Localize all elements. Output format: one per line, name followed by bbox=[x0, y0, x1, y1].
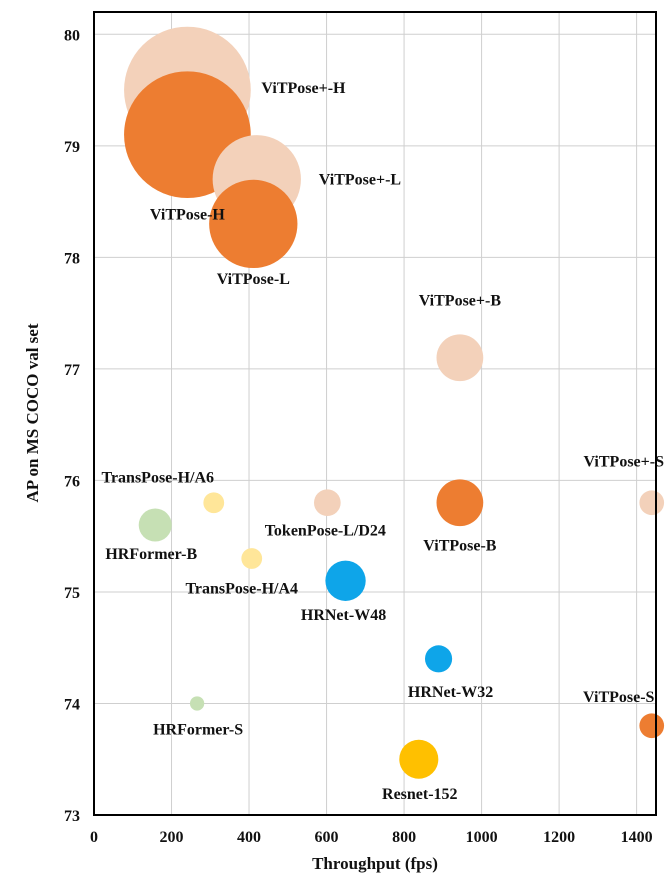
x-tick-label: 1200 bbox=[543, 829, 575, 846]
bubble bbox=[399, 739, 439, 779]
x-tick-label: 800 bbox=[392, 829, 416, 846]
bubble bbox=[313, 489, 341, 517]
x-tick-label: 1000 bbox=[466, 829, 498, 846]
point-label: HRNet-W32 bbox=[408, 684, 493, 701]
point-label: HRFormer-S bbox=[153, 721, 243, 738]
y-tick-label: 80 bbox=[64, 27, 80, 44]
y-tick-label: 76 bbox=[64, 473, 80, 490]
y-tick-label: 74 bbox=[64, 696, 80, 713]
bubble bbox=[639, 490, 665, 516]
point-label: ViTPose-H bbox=[150, 207, 226, 224]
point-label: ViTPose+-B bbox=[419, 293, 502, 310]
bubble bbox=[209, 179, 298, 269]
point-label: TransPose-H/A4 bbox=[185, 580, 298, 597]
x-tick-label: 600 bbox=[315, 829, 339, 846]
y-tick-label: 77 bbox=[64, 362, 80, 379]
grid bbox=[94, 12, 656, 815]
x-axis-ticks: 0 200 400 600 800 1000 1200 1400 bbox=[90, 829, 653, 846]
point-label: HRNet-W48 bbox=[301, 607, 386, 624]
plot-frame bbox=[93, 11, 657, 816]
bubble bbox=[424, 645, 453, 673]
point-label: TransPose-H/A6 bbox=[101, 470, 214, 487]
y-tick-label: 79 bbox=[64, 139, 80, 156]
bubble bbox=[189, 696, 205, 711]
x-axis-label: Throughput (fps) bbox=[312, 854, 438, 873]
point-label: Resnet-152 bbox=[382, 786, 458, 803]
bubble bbox=[241, 548, 263, 569]
bubble bbox=[436, 334, 484, 382]
point-label: HRFormer-B bbox=[105, 546, 197, 563]
bubble bbox=[639, 713, 665, 739]
point-label: ViTPose+-L bbox=[319, 171, 401, 188]
y-tick-label: 73 bbox=[64, 808, 80, 825]
x-tick-label: 1400 bbox=[621, 829, 653, 846]
y-axis-ticks: 73 74 75 76 77 78 79 80 bbox=[64, 27, 80, 825]
point-label: TokenPose-L/D24 bbox=[265, 523, 386, 540]
x-tick-label: 200 bbox=[160, 829, 184, 846]
point-label: ViTPose-L bbox=[217, 271, 290, 288]
bubble bbox=[325, 560, 366, 601]
y-tick-label: 78 bbox=[64, 250, 80, 267]
point-label: ViTPose+-H bbox=[261, 80, 346, 97]
bubble bbox=[138, 508, 172, 542]
point-label: ViTPose-S bbox=[583, 689, 655, 706]
y-tick-label: 75 bbox=[64, 585, 80, 602]
x-tick-label: 400 bbox=[237, 829, 261, 846]
point-label: ViTPose-B bbox=[423, 538, 497, 555]
bubble bbox=[436, 479, 484, 527]
point-label: ViTPose+-S bbox=[583, 454, 664, 471]
bubbles bbox=[124, 26, 665, 779]
y-axis-label: AP on MS COCO val set bbox=[23, 323, 42, 502]
x-tick-label: 0 bbox=[90, 829, 98, 846]
bubble bbox=[203, 492, 225, 514]
point-labels: ViTPose+-H ViTPose-H ViTPose+-L ViTPose-L Vi… bbox=[101, 80, 664, 803]
